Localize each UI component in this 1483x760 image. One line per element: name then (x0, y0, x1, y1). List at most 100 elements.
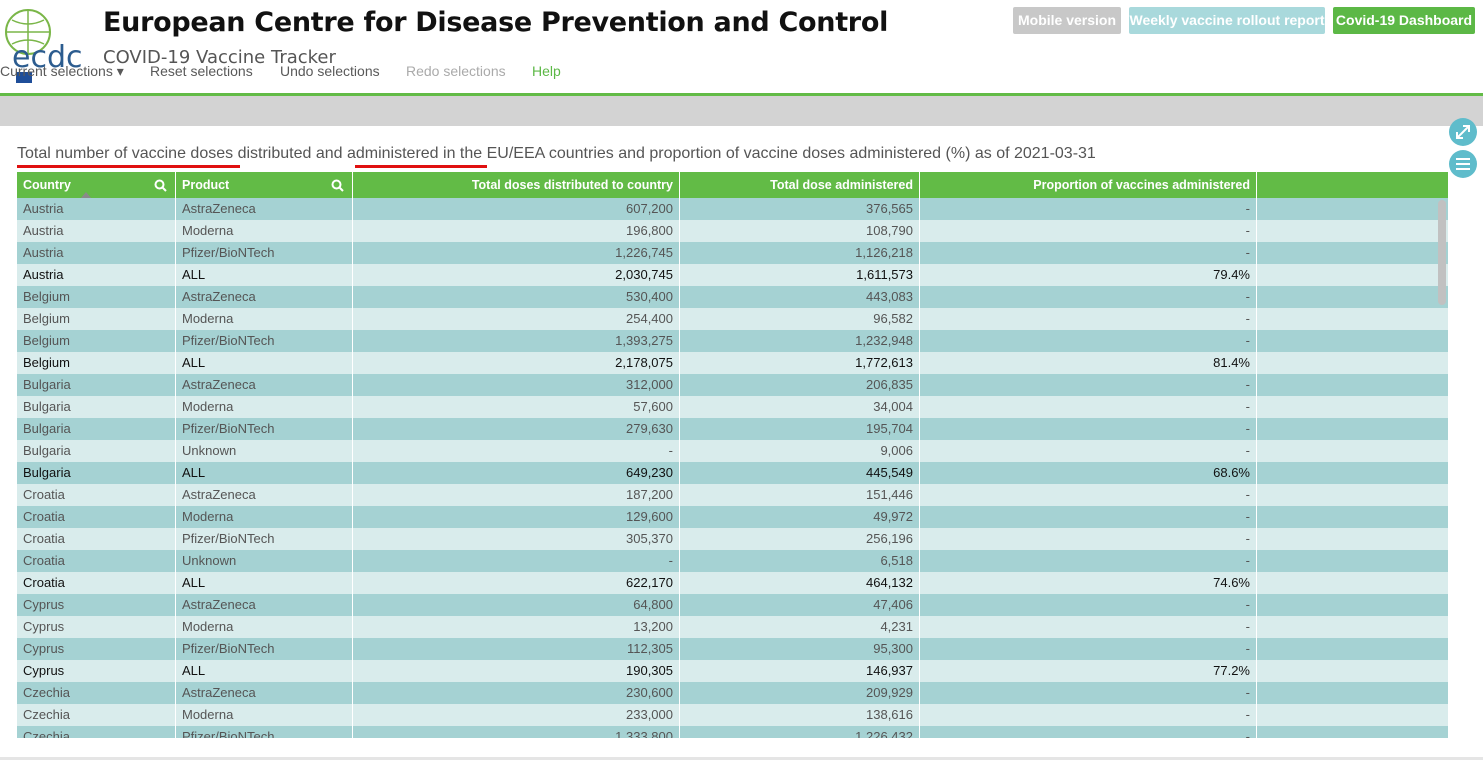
table-cell: 74.6% (920, 572, 1257, 594)
table-cell: - (920, 198, 1257, 220)
nav-item[interactable]: Current selections ▾ (0, 63, 124, 80)
button[interactable]: Mobile version (1013, 7, 1121, 34)
table-cell: Belgium (17, 308, 176, 330)
table-cell: Cyprus (17, 660, 176, 682)
table-row: CroatiaALL622,170464,13274.6% (17, 572, 1449, 594)
button[interactable]: Weekly vaccine rollout report (1129, 7, 1325, 34)
search-icon[interactable] (154, 179, 167, 192)
column-header: Total dose administered (680, 172, 920, 198)
table-cell: Belgium (17, 330, 176, 352)
table-cell: 1,126,218 (680, 242, 920, 264)
table-row: CroatiaUnknown-6,518- (17, 550, 1449, 572)
site-title: European Centre for Disease Prevention a… (103, 7, 888, 38)
table-cell (1257, 352, 1449, 374)
table-cell (1257, 462, 1449, 484)
table-cell: 34,004 (680, 396, 920, 418)
button[interactable]: Covid-19 Dashboard (1333, 7, 1475, 34)
column-header (1257, 172, 1449, 198)
table-cell: 2,178,075 (353, 352, 680, 374)
table-cell: 64,800 (353, 594, 680, 616)
underline (17, 165, 240, 168)
table-cell: - (920, 638, 1257, 660)
table-cell (1257, 638, 1449, 660)
table-cell: - (920, 528, 1257, 550)
table-cell: 649,230 (353, 462, 680, 484)
table-cell: Pfizer/BioNTech (176, 638, 353, 660)
table-cell: Moderna (176, 704, 353, 726)
table-cell: 13,200 (353, 616, 680, 638)
column-header[interactable]: Product (176, 172, 353, 198)
table-cell: - (920, 550, 1257, 572)
table-cell: Czechia (17, 682, 176, 704)
table-cell (1257, 198, 1449, 220)
table-cell: Belgium (17, 286, 176, 308)
nav-item[interactable]: Redo selections (406, 63, 506, 79)
table-cell: - (920, 396, 1257, 418)
table-cell: 190,305 (353, 660, 680, 682)
table-cell: Croatia (17, 506, 176, 528)
table-cell: ALL (176, 572, 353, 594)
table-cell: Moderna (176, 308, 353, 330)
table-cell: 530,400 (353, 286, 680, 308)
table-cell: 1,333,800 (353, 726, 680, 738)
nav-item[interactable]: Reset selections (150, 63, 253, 79)
table-cell: - (920, 594, 1257, 616)
table-row: BelgiumALL2,178,0751,772,61381.4% (17, 352, 1449, 374)
table-cell: Pfizer/BioNTech (176, 330, 353, 352)
table-cell (1257, 440, 1449, 462)
table-cell (1257, 264, 1449, 286)
table-row: BulgariaModerna57,60034,004- (17, 396, 1449, 418)
search-icon[interactable] (331, 179, 344, 192)
table-cell (1257, 374, 1449, 396)
table-row: BulgariaALL649,230445,54968.6% (17, 462, 1449, 484)
table-cell: Belgium (17, 352, 176, 374)
table-cell: Pfizer/BioNTech (176, 528, 353, 550)
table-cell: Bulgaria (17, 462, 176, 484)
table-cell: 233,000 (353, 704, 680, 726)
table-cell: Pfizer/BioNTech (176, 418, 353, 440)
table-cell: 57,600 (353, 396, 680, 418)
table-cell: Unknown (176, 440, 353, 462)
table-cell: 6,518 (680, 550, 920, 572)
table-cell (1257, 550, 1449, 572)
scrollbar[interactable] (1438, 200, 1446, 305)
table-cell: Moderna (176, 396, 353, 418)
table-row: AustriaPfizer/BioNTech1,226,7451,126,218… (17, 242, 1449, 264)
table-cell: Austria (17, 242, 176, 264)
table-cell (1257, 484, 1449, 506)
table-cell: 1,772,613 (680, 352, 920, 374)
table-cell: Pfizer/BioNTech (176, 726, 353, 738)
table-cell: Austria (17, 220, 176, 242)
side-icons[interactable] (1447, 116, 1481, 182)
table-cell: ALL (176, 660, 353, 682)
table-row: AustriaModerna196,800108,790- (17, 220, 1449, 242)
nav-item[interactable]: Help (532, 63, 561, 79)
table-row: CzechiaModerna233,000138,616- (17, 704, 1449, 726)
table-cell: 445,549 (680, 462, 920, 484)
table-cell: - (920, 330, 1257, 352)
table-cell (1257, 286, 1449, 308)
table-row: AustriaAstraZeneca607,200376,565- (17, 198, 1449, 220)
table-cell: 1,611,573 (680, 264, 920, 286)
table-cell: AstraZeneca (176, 374, 353, 396)
table-cell: 9,006 (680, 440, 920, 462)
table-cell: Moderna (176, 220, 353, 242)
column-header[interactable]: Country (17, 172, 176, 198)
table-cell: 376,565 (680, 198, 920, 220)
table-cell (1257, 308, 1449, 330)
table-cell: ALL (176, 352, 353, 374)
table-cell: Cyprus (17, 594, 176, 616)
table-cell: 607,200 (353, 198, 680, 220)
table-cell: Czechia (17, 726, 176, 738)
table-cell: ALL (176, 462, 353, 484)
table-cell: 79.4% (920, 264, 1257, 286)
table-cell: 230,600 (353, 682, 680, 704)
table-cell: 1,226,745 (353, 242, 680, 264)
table-cell: 47,406 (680, 594, 920, 616)
table-cell (1257, 242, 1449, 264)
table-cell: 77.2% (920, 660, 1257, 682)
nav-item[interactable]: Undo selections (280, 63, 380, 79)
table-cell: 254,400 (353, 308, 680, 330)
underline (355, 165, 487, 168)
table-row: CyprusAstraZeneca64,80047,406- (17, 594, 1449, 616)
